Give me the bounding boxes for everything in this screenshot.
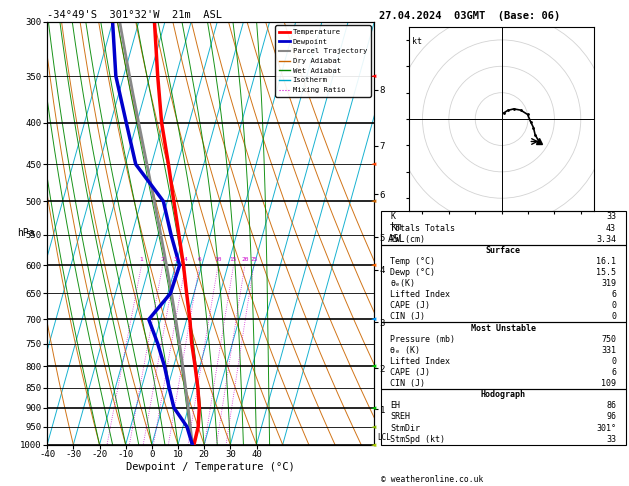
Text: 331: 331 (601, 346, 616, 355)
Text: 0: 0 (611, 301, 616, 311)
Y-axis label: km
ASL: km ASL (387, 223, 405, 244)
Text: θₑ (K): θₑ (K) (391, 346, 420, 355)
Text: 27.04.2024  03GMT  (Base: 06): 27.04.2024 03GMT (Base: 06) (379, 11, 560, 21)
Text: LCL: LCL (377, 433, 391, 442)
Text: 3: 3 (174, 257, 177, 262)
Text: PW (cm): PW (cm) (391, 235, 425, 243)
Text: 16.1: 16.1 (596, 257, 616, 266)
Text: CAPE (J): CAPE (J) (391, 301, 430, 311)
Text: 15: 15 (230, 257, 237, 262)
Text: 0: 0 (611, 312, 616, 321)
Text: Surface: Surface (486, 246, 521, 255)
Text: 4: 4 (184, 257, 187, 262)
Text: Temp (°C): Temp (°C) (391, 257, 435, 266)
Text: CAPE (J): CAPE (J) (391, 368, 430, 377)
Text: 301°: 301° (596, 423, 616, 433)
Legend: Temperature, Dewpoint, Parcel Trajectory, Dry Adiabat, Wet Adiabat, Isotherm, Mi: Temperature, Dewpoint, Parcel Trajectory… (276, 25, 370, 97)
Text: ◄: ◄ (370, 364, 376, 369)
Text: 20: 20 (241, 257, 248, 262)
Text: CIN (J): CIN (J) (391, 379, 425, 388)
Text: kt: kt (412, 37, 422, 46)
Text: 750: 750 (601, 335, 616, 344)
Text: StmDir: StmDir (391, 423, 420, 433)
Text: 2: 2 (161, 257, 165, 262)
Text: ◄: ◄ (370, 262, 376, 268)
Text: Lifted Index: Lifted Index (391, 290, 450, 299)
Text: StmSpd (kt): StmSpd (kt) (391, 434, 445, 444)
Text: ◄: ◄ (370, 442, 376, 448)
Text: ◄: ◄ (370, 405, 376, 411)
Text: Pressure (mb): Pressure (mb) (391, 335, 455, 344)
Text: 43: 43 (606, 224, 616, 233)
Text: Most Unstable: Most Unstable (470, 324, 536, 332)
X-axis label: Dewpoint / Temperature (°C): Dewpoint / Temperature (°C) (126, 462, 295, 472)
Text: Lifted Index: Lifted Index (391, 357, 450, 366)
Text: CIN (J): CIN (J) (391, 312, 425, 321)
Text: θₑ(K): θₑ(K) (391, 279, 415, 288)
Text: 33: 33 (606, 212, 616, 222)
Text: ◄: ◄ (370, 73, 376, 79)
Text: 33: 33 (606, 434, 616, 444)
Text: 0: 0 (611, 357, 616, 366)
Text: ◄: ◄ (370, 316, 376, 322)
Text: © weatheronline.co.uk: © weatheronline.co.uk (381, 474, 483, 484)
Text: hPa: hPa (17, 228, 35, 238)
Text: ◄: ◄ (370, 424, 376, 430)
Text: Dewp (°C): Dewp (°C) (391, 268, 435, 277)
Text: 15.5: 15.5 (596, 268, 616, 277)
Text: 96: 96 (606, 413, 616, 421)
Text: 6: 6 (611, 290, 616, 299)
Text: SREH: SREH (391, 413, 410, 421)
Text: -34°49'S  301°32'W  21m  ASL: -34°49'S 301°32'W 21m ASL (47, 10, 222, 20)
Text: 6: 6 (611, 368, 616, 377)
Text: 25: 25 (250, 257, 257, 262)
Text: 3.34: 3.34 (596, 235, 616, 243)
Text: K: K (391, 212, 396, 222)
Text: ◄: ◄ (370, 161, 376, 167)
Text: 86: 86 (606, 401, 616, 410)
Text: 319: 319 (601, 279, 616, 288)
Text: Totals Totals: Totals Totals (391, 224, 455, 233)
Text: 1: 1 (140, 257, 143, 262)
Text: 109: 109 (601, 379, 616, 388)
Text: Hodograph: Hodograph (481, 390, 526, 399)
Text: ◄: ◄ (370, 198, 376, 204)
Text: 10: 10 (214, 257, 222, 262)
Text: EH: EH (391, 401, 400, 410)
Text: 6: 6 (198, 257, 201, 262)
